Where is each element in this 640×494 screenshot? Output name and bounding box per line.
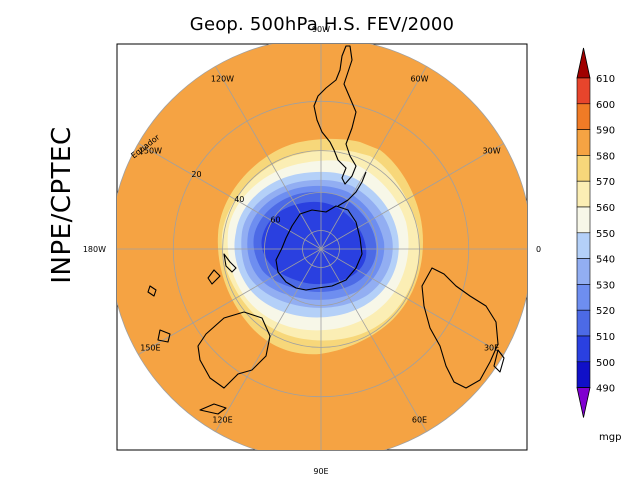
coastline bbox=[493, 349, 505, 373]
colorbar-swatch bbox=[576, 129, 591, 156]
colorbar-units: mgp bbox=[599, 432, 621, 443]
graticule bbox=[117, 44, 527, 450]
colorbar-swatch bbox=[576, 206, 591, 234]
colorbar-bar bbox=[576, 47, 591, 418]
colorbar-tick: 520 bbox=[596, 306, 615, 317]
lon-label: 90W bbox=[312, 25, 330, 34]
coastline bbox=[337, 171, 367, 207]
colorbar-tick: 550 bbox=[596, 229, 615, 240]
lon-label: 30E bbox=[484, 344, 499, 353]
lat-label: 20 bbox=[191, 170, 201, 179]
colorbar-tick: 540 bbox=[596, 255, 615, 266]
lon-label: 60W bbox=[410, 74, 428, 83]
colorbar-tick: 510 bbox=[596, 332, 615, 343]
colorbar-swatch bbox=[576, 103, 591, 130]
lon-label: 30W bbox=[483, 147, 501, 156]
colorbar-ticks: 610 600 590 580 570 560 550 540 530 520 510 500 490 bbox=[596, 74, 615, 395]
colorbar-tick: 560 bbox=[596, 203, 615, 214]
lon-label: 150E bbox=[140, 344, 160, 353]
lon-label: 180W bbox=[83, 245, 106, 254]
colorbar-tick: 500 bbox=[596, 358, 615, 369]
colorbar-tick: 600 bbox=[596, 100, 615, 111]
meridian-30 bbox=[320, 66, 427, 250]
colorbar-tick: 530 bbox=[596, 280, 615, 291]
coastline bbox=[313, 45, 357, 185]
coastline bbox=[275, 205, 363, 291]
coastline bbox=[207, 269, 221, 285]
colorbar-tick: 570 bbox=[596, 177, 615, 188]
colorbar-swatch bbox=[576, 309, 591, 337]
lon-label: 90E bbox=[313, 467, 328, 476]
colorbar-swatch bbox=[576, 258, 591, 285]
lon-label: 60E bbox=[412, 416, 427, 425]
colorbar-swatch bbox=[576, 232, 591, 259]
lon-label: 150W bbox=[139, 147, 162, 156]
meridian-60 bbox=[320, 143, 504, 250]
coastline bbox=[197, 311, 271, 389]
lat-label: 60 bbox=[270, 216, 280, 225]
colorbar-tick: 610 bbox=[596, 74, 615, 85]
lon-label: 120E bbox=[212, 416, 232, 425]
coastline bbox=[147, 285, 157, 297]
lat-label: 40 bbox=[234, 195, 244, 204]
colorbar-swatch bbox=[576, 284, 591, 311]
meridian-330 bbox=[215, 66, 322, 250]
lon-label: 0 bbox=[536, 245, 541, 254]
meridian-300 bbox=[138, 143, 322, 250]
colorbar-swatch bbox=[576, 361, 591, 388]
colorbar-tick: 490 bbox=[596, 384, 615, 395]
longitude-labels: 90W 60W 30W 0 30E 60E 90E 120E 150E 180W 150W 120W bbox=[83, 25, 541, 476]
coastline bbox=[223, 253, 237, 273]
colorbar-swatch bbox=[576, 180, 591, 208]
contour-500 bbox=[261, 201, 367, 285]
coastline bbox=[157, 329, 171, 343]
colorbar-above bbox=[576, 47, 591, 79]
colorbar-below bbox=[576, 387, 591, 418]
coastline bbox=[421, 267, 499, 389]
colorbar-swatch bbox=[576, 155, 591, 182]
coastlines bbox=[147, 45, 505, 415]
meridian-210 bbox=[215, 248, 322, 432]
lon-label: 120W bbox=[211, 74, 234, 83]
coastline bbox=[199, 403, 227, 415]
meridian-120 bbox=[320, 248, 504, 355]
colorbar-swatch bbox=[576, 335, 591, 363]
colorbar-tick: 580 bbox=[596, 151, 615, 162]
chart-title: Geop. 500hPa H.S. FEV/2000 bbox=[189, 14, 455, 35]
colorbar-tick: 590 bbox=[596, 126, 615, 137]
meridian-150 bbox=[320, 248, 427, 432]
colorbar-swatch bbox=[576, 77, 591, 105]
